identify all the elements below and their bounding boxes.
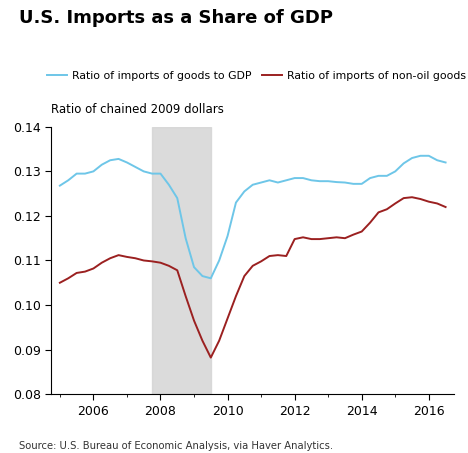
Text: Source: U.S. Bureau of Economic Analysis, via Haver Analytics.: Source: U.S. Bureau of Economic Analysis… (19, 441, 333, 451)
Bar (152, 127, 211, 394)
Legend: Ratio of imports of goods to GDP, Ratio of imports of non-oil goods to GDP: Ratio of imports of goods to GDP, Ratio … (43, 67, 468, 85)
Text: Ratio of chained 2009 dollars: Ratio of chained 2009 dollars (51, 102, 224, 116)
Text: U.S. Imports as a Share of GDP: U.S. Imports as a Share of GDP (19, 9, 333, 27)
